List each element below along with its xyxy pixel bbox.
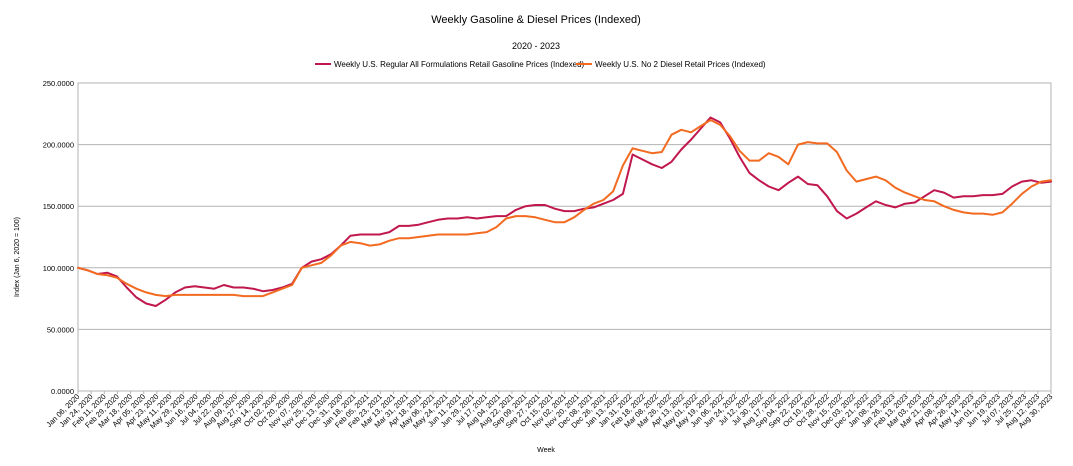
chart-title: Weekly Gasoline & Diesel Prices (Indexed…	[431, 14, 641, 26]
gridlines	[78, 82, 1051, 392]
y-tick-label: 100.0000	[43, 264, 74, 273]
y-tick-label: 200.0000	[43, 141, 74, 150]
series-line-gasoline	[77, 116, 1052, 307]
chart-subtitle: 2020 - 2023	[512, 41, 560, 51]
y-tick-label: 0.0000	[51, 387, 74, 396]
y-tick-label: 250.0000	[43, 79, 74, 88]
y-tick-label: 150.0000	[43, 202, 74, 211]
y-tick-label: 50.0000	[47, 325, 74, 334]
x-axis-label: Week	[537, 447, 555, 454]
series-line-diesel	[77, 119, 1052, 298]
series-lines	[77, 116, 1052, 307]
y-axis-label: Index (Jan 6, 2020 = 100)	[14, 217, 21, 297]
legend: Weekly U.S. Regular All Formulations Ret…	[315, 60, 766, 69]
y-axis-ticks: 0.0000 50.0000 100.0000 150.0000 200.0000 250…	[43, 79, 74, 396]
legend-label-diesel: Weekly U.S. No 2 Diesel Retail Prices (I…	[595, 60, 766, 69]
legend-label-gasoline: Weekly U.S. Regular All Formulations Ret…	[334, 60, 585, 69]
plot-area	[77, 82, 1052, 392]
